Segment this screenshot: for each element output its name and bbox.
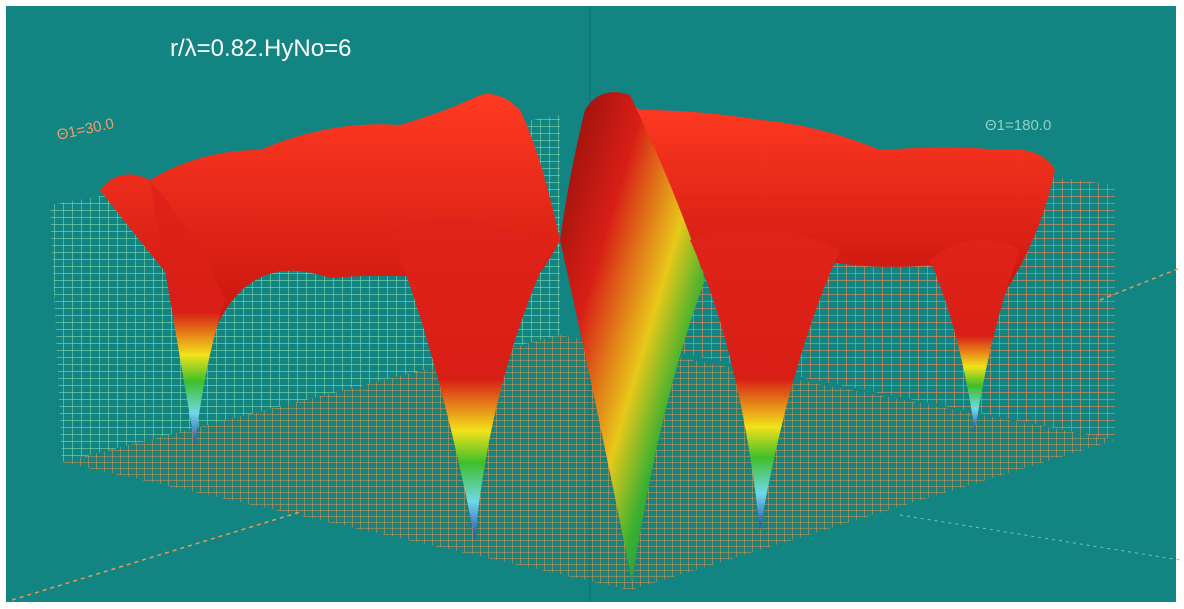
page: r/λ=0.82.HyNo=6 Θ1=30.0 Θ1=180.0 (() => … xyxy=(0,0,1184,609)
plot-title: r/λ=0.82.HyNo=6 xyxy=(170,35,351,62)
axis-label: Θ1=180.0 xyxy=(985,117,1051,134)
surface-plot: r/λ=0.82.HyNo=6 Θ1=30.0 Θ1=180.0 xyxy=(0,0,1184,609)
